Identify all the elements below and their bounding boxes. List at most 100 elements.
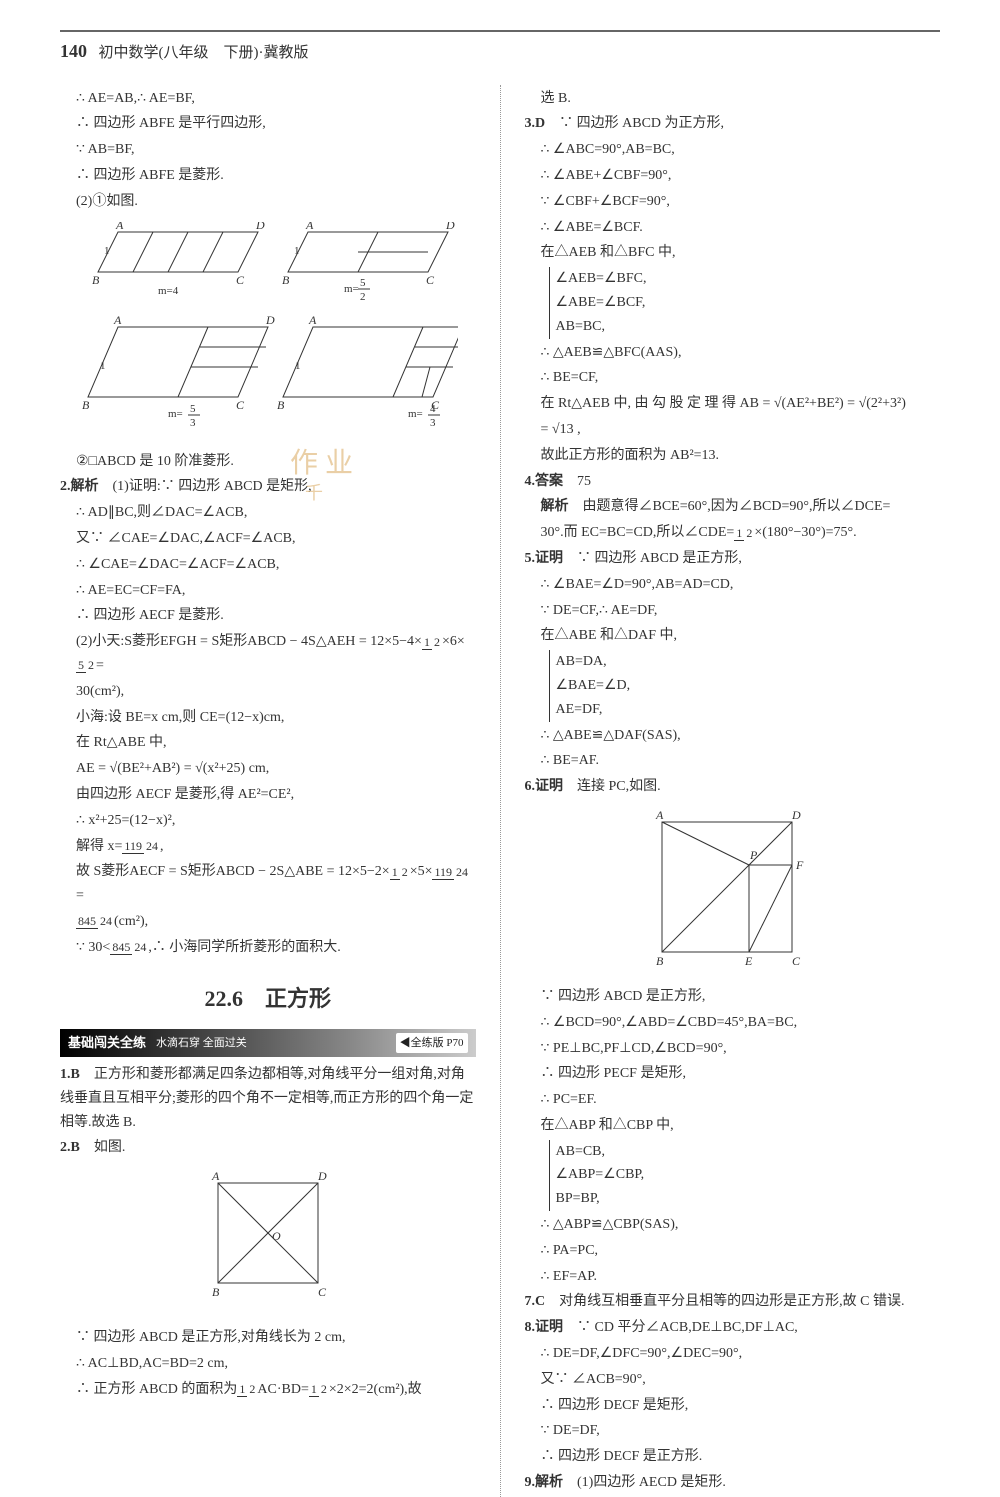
text-line: 在 Rt△ABE 中, [60, 731, 476, 755]
svg-text:B: B [656, 954, 664, 968]
svg-text:1: 1 [104, 245, 110, 257]
brace-group: ∠AEB=∠BFC, ∠ABE=∠BCF, AB=BC, [549, 267, 941, 338]
text-line: ∴ EF=AP. [525, 1265, 941, 1289]
svg-text:B: B [82, 398, 90, 412]
text-line: ∵ 四边形 ABCD 是正方形, [525, 985, 941, 1009]
text-line: 解析 由题意得∠BCE=60°,因为∠BCD=90°,所以∠DCE= [525, 495, 941, 519]
text-line: ∴ 四边形 ABFE 是菱形. [60, 164, 476, 188]
figure-square-pecf: A D B C E F P [632, 807, 832, 977]
text-line: 故此正方形的面积为 AB²=13. [525, 444, 941, 468]
svg-text:O: O [272, 1229, 281, 1243]
item-head: 9.解析 [525, 1475, 564, 1490]
svg-text:C: C [318, 1285, 327, 1299]
text-line: ∴ ∠CAE=∠DAC=∠ACF=∠ACB, [60, 553, 476, 577]
text-line: ∴ PC=EF. [525, 1088, 941, 1112]
page-number: 140 [60, 41, 87, 61]
figure-square-diagonals: A D B C O [188, 1168, 348, 1318]
text-line: 30°.而 EC=BC=CD,所以∠CDE=12×(180°−30°)=75°. [525, 521, 941, 545]
text-line: 1.B 正方形和菱形都满足四条边都相等,对角线平分一组对角,对角线垂直且互相平分… [60, 1063, 476, 1134]
text-line: ∴ ∠BAE=∠D=90°,AB=AD=CD, [525, 573, 941, 597]
text-line: ∴ ∠ABE=∠BCF. [525, 216, 941, 240]
column-divider [500, 85, 501, 1497]
text-line: ∴ DE=DF,∠DFC=90°,∠DEC=90°, [525, 1342, 941, 1366]
text-line: ∴ ∠ABC=90°,AB=BC, [525, 138, 941, 162]
svg-text:D: D [265, 313, 275, 327]
item-head: 8.证明 [525, 1320, 564, 1335]
svg-text:A: A [115, 222, 124, 232]
svg-text:D: D [445, 222, 455, 232]
text-line: 故 S菱形AECF = S矩形ABCD − 2S△ABE = 12×5−2×12… [60, 860, 476, 908]
svg-text:5: 5 [190, 403, 196, 415]
text-line: ∴ 四边形 DECF 是正方形. [525, 1445, 941, 1469]
text-line: ∵ 四边形 ABCD 是正方形,对角线长为 2 cm, [60, 1326, 476, 1350]
figure-parallelograms: A D B C 1 m=4 A D B C 1 m= 5 2 [78, 222, 458, 442]
text-line: 在△ABE 和△DAF 中, [525, 624, 941, 648]
svg-text:m=: m= [344, 283, 359, 295]
text-line: ∵ AB=BF, [60, 138, 476, 162]
svg-text:A: A [305, 222, 314, 232]
text-line: (2)小天:S菱形EFGH = S矩形ABCD − 4S△AEH = 12×5−… [60, 630, 476, 678]
text-line: 8.证明 ∵ CD 平分∠ACB,DE⊥BC,DF⊥AC, [525, 1316, 941, 1340]
text-line: 2.B 如图. [60, 1136, 476, 1160]
text-line: 4.答案 75 [525, 470, 941, 494]
text-line: 选 B. [525, 87, 941, 111]
svg-text:m=4: m=4 [158, 285, 179, 297]
watermark-area: 作 业 千 ②□ABCD 是 10 阶准菱形. 2.解析 (1)证明:∵ 四边形… [60, 450, 476, 577]
svg-text:D: D [317, 1169, 327, 1183]
svg-text:C: C [792, 954, 801, 968]
svg-text:B: B [212, 1285, 220, 1299]
svg-text:1: 1 [294, 245, 300, 257]
svg-text:E: E [744, 954, 753, 968]
text-line: ∵ PE⊥BC,PF⊥CD,∠BCD=90°, [525, 1037, 941, 1061]
left-column: ∴ AE=AB,∴ AE=BF, ∴ 四边形 ABFE 是平行四边形, ∵ AB… [60, 85, 476, 1497]
text-line: ∴ AE=AB,∴ AE=BF, [60, 87, 476, 111]
bar-right: ◀全练版 P70 [396, 1033, 468, 1054]
svg-text:A: A [211, 1169, 220, 1183]
svg-text:m=: m= [168, 408, 183, 420]
text-line: ②□ABCD 是 10 阶准菱形. [60, 450, 476, 474]
text-line: 30(cm²), [60, 680, 476, 704]
section-title: 22.6 正方形 [60, 980, 476, 1017]
item-head: 1.B [60, 1067, 80, 1082]
text-line: ∴ 四边形 DECF 是矩形, [525, 1394, 941, 1418]
text-line: 在△ABP 和△CBP 中, [525, 1114, 941, 1138]
text-line: ∴ 四边形 PECF 是矩形, [525, 1062, 941, 1086]
svg-text:B: B [277, 398, 285, 412]
text-line: 解得 x=11924, [60, 835, 476, 859]
text-line: 由四边形 AECF 是菱形,得 AE²=CE², [60, 783, 476, 807]
item-head: 2.B [60, 1140, 80, 1155]
item-head: 7.C [525, 1294, 546, 1309]
text-line: ∴ ∠ABE+∠CBF=90°, [525, 164, 941, 188]
svg-text:A: A [113, 313, 122, 327]
svg-text:C: C [236, 398, 245, 412]
text-line: ∵ DE=DF, [525, 1419, 941, 1443]
svg-text:A: A [308, 313, 317, 327]
text-line: ∴ 四边形 ABFE 是平行四边形, [60, 112, 476, 136]
text-line: ∴ ∠BCD=90°,∠ABD=∠CBD=45°,BA=BC, [525, 1011, 941, 1035]
text-line: ∵ ∠CBF+∠BCF=90°, [525, 190, 941, 214]
svg-text:B: B [92, 273, 100, 287]
header-title: 初中数学(八年级 下册)·冀教版 [99, 45, 309, 61]
item-head: 3.D [525, 116, 546, 131]
svg-text:D: D [255, 222, 265, 232]
svg-text:D: D [791, 808, 801, 822]
text-line: 又∵ ∠ACB=90°, [525, 1368, 941, 1392]
svg-text:P: P [749, 848, 758, 862]
svg-text:F: F [795, 858, 804, 872]
svg-text:5: 5 [360, 277, 366, 289]
text-line: ∴ AC⊥BD,AC=BD=2 cm, [60, 1352, 476, 1376]
text-line: ∴ △ABP≌△CBP(SAS), [525, 1213, 941, 1237]
text-line: (2)①如图. [60, 190, 476, 214]
text-line: ∴ 正方形 ABCD 的面积为12AC·BD=12×2×2=2(cm²),故 [60, 1378, 476, 1402]
brace-group: AB=DA, ∠BAE=∠D, AE=DF, [549, 650, 941, 721]
text-line: 在 Rt△AEB 中, 由 勾 股 定 理 得 AB = √(AE²+BE²) … [525, 392, 941, 416]
svg-text:A: A [655, 808, 664, 822]
text-line: ∴ 四边形 AECF 是菱形. [60, 604, 476, 628]
text-line: ∴ BE=AF. [525, 749, 941, 773]
item-head: 6.证明 [525, 779, 564, 794]
text-line: 2.解析 (1)证明:∵ 四边形 ABCD 是矩形, [60, 475, 476, 499]
text-line: 5.证明 ∵ 四边形 ABCD 是正方形, [525, 547, 941, 571]
text-line: 3.D ∵ 四边形 ABCD 为正方形, [525, 112, 941, 136]
brace-group: AB=CB, ∠ABP=∠CBP, BP=BP, [549, 1140, 941, 1211]
item-head: 4.答案 [525, 474, 564, 489]
